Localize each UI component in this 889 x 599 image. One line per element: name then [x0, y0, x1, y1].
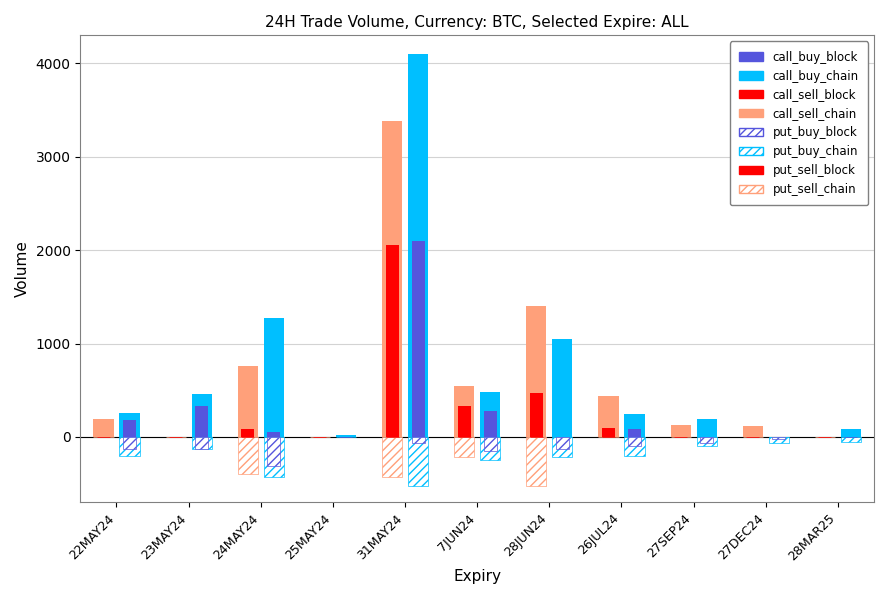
Bar — [264, 318, 284, 437]
Bar — [701, 437, 713, 443]
Bar — [268, 432, 280, 437]
Bar — [268, 437, 280, 466]
Bar — [264, 437, 284, 477]
Bar — [480, 437, 501, 460]
Bar — [530, 393, 543, 437]
Bar — [628, 437, 641, 446]
Bar — [696, 437, 717, 446]
Bar — [526, 437, 547, 486]
Bar — [93, 419, 114, 437]
Bar — [386, 244, 398, 437]
Bar — [484, 411, 497, 437]
Bar — [241, 429, 254, 437]
Bar — [408, 54, 428, 437]
Bar — [526, 306, 547, 437]
Bar — [552, 339, 573, 437]
Y-axis label: Volume: Volume — [15, 240, 30, 297]
Bar — [696, 419, 717, 437]
Bar — [336, 435, 356, 437]
Bar — [123, 420, 136, 437]
Title: 24H Trade Volume, Currency: BTC, Selected Expire: ALL: 24H Trade Volume, Currency: BTC, Selecte… — [266, 15, 689, 30]
Bar — [123, 437, 136, 449]
Bar — [195, 437, 208, 449]
Bar — [191, 394, 212, 437]
Bar — [382, 121, 402, 437]
Bar — [454, 386, 475, 437]
Bar — [552, 437, 573, 456]
Bar — [195, 406, 208, 437]
Bar — [191, 437, 212, 449]
Bar — [628, 429, 641, 437]
Bar — [624, 437, 645, 456]
Bar — [412, 437, 425, 443]
Bar — [769, 437, 789, 443]
Bar — [408, 437, 428, 486]
X-axis label: Expiry: Expiry — [453, 569, 501, 584]
Bar — [119, 413, 140, 437]
Bar — [412, 241, 425, 437]
Bar — [598, 396, 619, 437]
Bar — [841, 437, 861, 441]
Bar — [624, 413, 645, 437]
Bar — [841, 429, 861, 437]
Bar — [773, 437, 785, 439]
Bar — [480, 392, 501, 437]
Legend: call_buy_block, call_buy_chain, call_sell_block, call_sell_chain, put_buy_block,: call_buy_block, call_buy_chain, call_sel… — [730, 41, 868, 205]
Bar — [670, 425, 691, 437]
Bar — [742, 426, 763, 437]
Bar — [237, 366, 258, 437]
Bar — [382, 437, 402, 477]
Bar — [602, 428, 615, 437]
Bar — [119, 437, 140, 456]
Bar — [556, 437, 569, 449]
Bar — [484, 437, 497, 451]
Bar — [454, 437, 475, 458]
Bar — [458, 406, 470, 437]
Bar — [237, 437, 258, 474]
